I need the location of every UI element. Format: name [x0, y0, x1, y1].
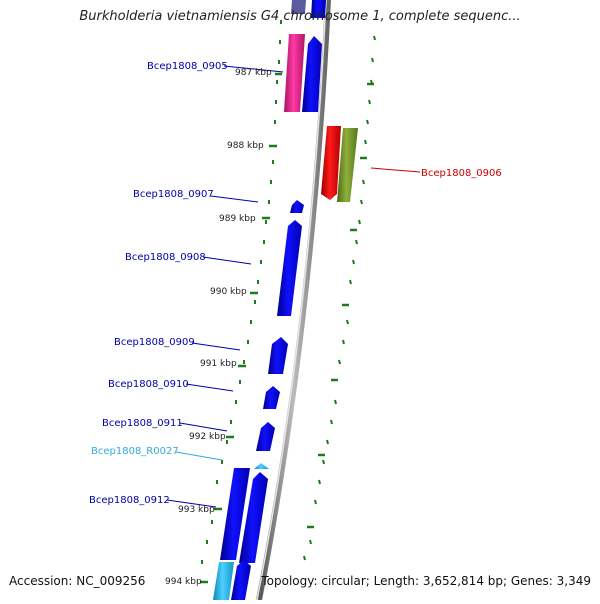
gene-bottom-cyan[interactable]: [213, 562, 234, 600]
accession-text: Accession: NC_009256: [9, 574, 146, 588]
gene-label-bcep1808-0908[interactable]: Bcep1808_0908: [125, 252, 206, 263]
gene-label-bcep1808-0905[interactable]: Bcep1808_0905: [147, 61, 228, 72]
scale-label-992: 992 kbp: [189, 432, 226, 442]
scale-labels: 987 kbp 988 kbp 989 kbp 990 kbp 991 kbp …: [165, 68, 272, 587]
gene-label-bcep1808-0909[interactable]: Bcep1808_0909: [114, 337, 195, 348]
scale-label-989: 989 kbp: [219, 214, 256, 224]
gene-bcep1808-0911[interactable]: [256, 422, 275, 451]
gene-label-bcep1808-0906[interactable]: Bcep1808_0906: [421, 168, 502, 179]
gene-bottom-blue[interactable]: [231, 560, 251, 600]
inner-tick-ring: [201, 20, 282, 564]
leader-lines: [166, 65, 421, 508]
gene-bcep1808-0906-olive[interactable]: [337, 128, 358, 202]
gene-bcep1808-r0027[interactable]: [254, 463, 269, 469]
gene-bcep1808-0905-blue[interactable]: [302, 36, 322, 112]
topology-text: Topology: circular; Length: 3,652,814 bp…: [261, 574, 591, 588]
outer-tick-ring: [303, 35, 376, 561]
gene-label-bcep1808-0910[interactable]: Bcep1808_0910: [108, 379, 189, 390]
scale-label-993: 993 kbp: [178, 505, 215, 515]
scale-label-990: 990 kbp: [210, 287, 247, 297]
gene-bcep1808-0908[interactable]: [277, 220, 302, 316]
gene-label-bcep1808-0912[interactable]: Bcep1808_0912: [89, 495, 170, 506]
gene-bcep1808-0910[interactable]: [263, 386, 280, 409]
gene-bcep1808-0907[interactable]: [290, 200, 304, 213]
gene-bcep1808-0909[interactable]: [268, 337, 288, 374]
gene-bcep1808-0905-pink[interactable]: [284, 34, 305, 112]
gene-bcep1808-0912-right[interactable]: [239, 472, 268, 563]
gene-top-blue-block[interactable]: [311, 0, 326, 18]
scale-label-991: 991 kbp: [200, 359, 237, 369]
gene-bcep1808-0906-red[interactable]: [321, 126, 341, 200]
major-ticks: [200, 72, 374, 584]
chromosome-backbone-highlight: [256, 0, 327, 601]
gene-label-bcep1808-0911[interactable]: Bcep1808_0911: [102, 418, 183, 429]
chromosome-backbone: [256, 0, 331, 601]
map-title: Burkholderia vietnamiensis G4 chromosome…: [79, 9, 521, 24]
scale-label-987: 987 kbp: [235, 68, 272, 78]
scale-label-994: 994 kbp: [165, 577, 202, 587]
gene-bcep1808-0912-left[interactable]: [220, 468, 250, 560]
scale-label-988: 988 kbp: [227, 141, 264, 151]
gene-label-bcep1808-0907[interactable]: Bcep1808_0907: [133, 189, 214, 200]
gene-top-grey-block[interactable]: [291, 0, 306, 14]
gene-label-bcep1808-r0027[interactable]: Bcep1808_R0027: [91, 446, 179, 457]
